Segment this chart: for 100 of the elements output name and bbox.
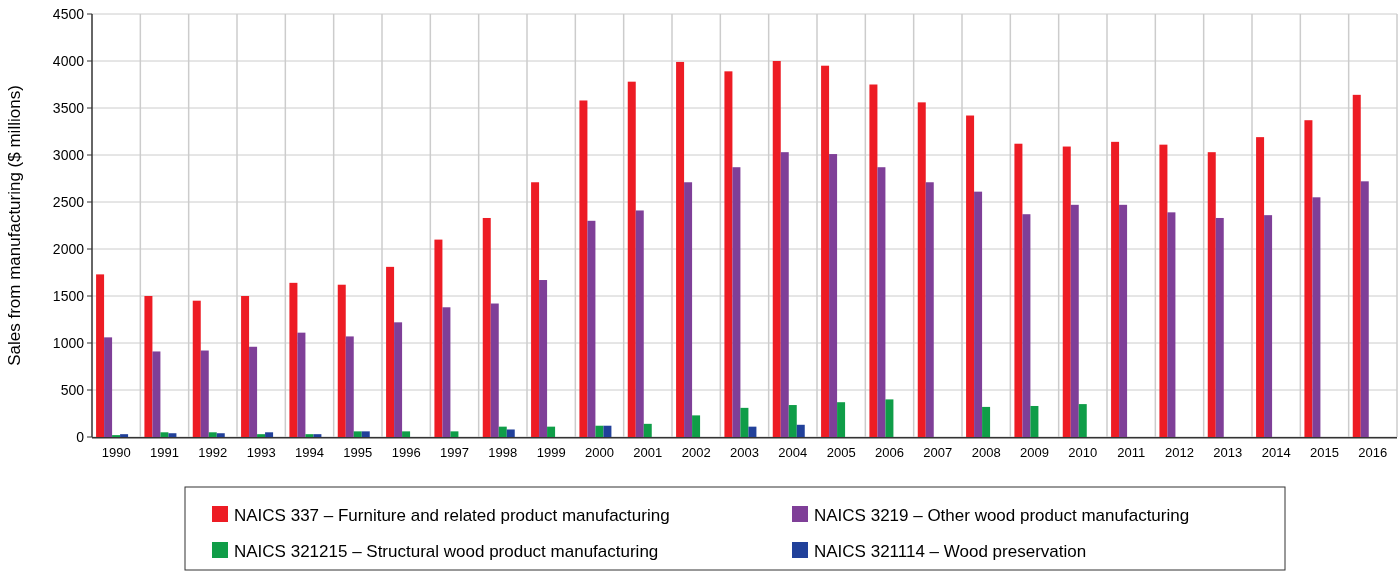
bar	[313, 434, 322, 437]
bar	[442, 307, 451, 437]
bar	[241, 296, 250, 437]
bar	[829, 154, 838, 437]
bar	[394, 322, 403, 437]
legend-label: NAICS 3219 – Other wood product manufacturing	[814, 505, 1190, 525]
bar	[1062, 146, 1071, 437]
bar	[627, 81, 636, 437]
x-tick-label: 2014	[1261, 445, 1291, 460]
y-tick-label: 2500	[52, 193, 85, 210]
x-tick-label: 2010	[1068, 445, 1098, 460]
bar	[450, 431, 459, 437]
bar	[1022, 214, 1031, 437]
bar	[1207, 152, 1216, 437]
bar	[772, 61, 781, 437]
x-tick-label: 2007	[923, 445, 953, 460]
bar	[748, 426, 757, 437]
bar	[345, 336, 354, 437]
bar	[208, 432, 217, 437]
bar	[353, 431, 362, 437]
bar	[249, 346, 258, 437]
y-tick-label: 1000	[52, 334, 85, 351]
x-tick-label: 1993	[246, 445, 276, 460]
bar	[257, 434, 266, 437]
x-tick-label: 1990	[101, 445, 131, 460]
bar	[216, 433, 225, 437]
legend-label: NAICS 337 – Furniture and related product manufacturing	[234, 505, 670, 525]
bar	[740, 407, 749, 437]
bar	[974, 191, 983, 437]
bar	[297, 332, 306, 437]
bar	[643, 423, 652, 437]
bar	[1111, 141, 1120, 437]
bar	[1070, 204, 1079, 437]
bar	[144, 296, 153, 437]
bar	[104, 337, 113, 437]
y-tick-label: 2000	[52, 240, 85, 257]
x-tick-label: 2016	[1358, 445, 1388, 460]
bar	[337, 284, 346, 437]
x-tick-label: 2004	[778, 445, 808, 460]
bar	[732, 167, 741, 437]
bar	[684, 182, 693, 437]
bar	[539, 280, 548, 437]
y-tick-label: 3500	[52, 99, 85, 116]
bar	[200, 350, 209, 437]
x-tick-label: 1999	[536, 445, 566, 460]
bar	[579, 100, 588, 437]
bar	[490, 303, 499, 437]
x-tick-label: 2013	[1213, 445, 1243, 460]
legend-label: NAICS 321114 – Wood preservation	[814, 541, 1087, 561]
bar	[402, 431, 411, 437]
x-tick-label: 2015	[1310, 445, 1339, 460]
x-tick-label: 2006	[875, 445, 904, 460]
bar	[796, 424, 805, 437]
bar	[96, 274, 105, 437]
x-tick-label: 2009	[1020, 445, 1049, 460]
x-tick-label: 1992	[198, 445, 228, 460]
bar	[160, 432, 169, 437]
bar	[595, 425, 604, 437]
y-axis-title: Sales from manufacturing ($ millions)	[5, 85, 24, 366]
bar	[635, 210, 644, 437]
x-tick-label: 1991	[150, 445, 179, 460]
bar	[692, 415, 701, 437]
y-tick-label: 4500	[52, 5, 85, 22]
y-tick-label: 500	[60, 381, 85, 398]
bar	[587, 220, 596, 437]
bar	[289, 282, 298, 437]
x-tick-label: 2008	[971, 445, 1001, 460]
bar	[1014, 143, 1023, 437]
x-tick-label: 2000	[585, 445, 614, 460]
y-tick-label: 3000	[52, 146, 85, 163]
bar	[925, 182, 934, 437]
y-tick-label: 0	[76, 428, 85, 445]
bar	[869, 84, 878, 437]
x-tick-label: 2011	[1117, 445, 1146, 460]
bar	[1352, 94, 1361, 437]
x-tick-label: 1994	[295, 445, 324, 460]
bar	[120, 434, 129, 437]
bar	[1304, 120, 1313, 437]
bar	[482, 217, 491, 437]
bar	[1159, 144, 1168, 437]
x-tick-label: 2003	[730, 445, 759, 460]
bar	[152, 351, 161, 437]
x-tick-label: 2005	[826, 445, 856, 460]
bar	[265, 432, 274, 437]
x-tick-label: 2001	[633, 445, 663, 460]
bar	[885, 399, 894, 437]
x-tick-label: 2012	[1165, 445, 1194, 460]
bar	[1030, 405, 1039, 437]
bar	[1078, 404, 1087, 437]
y-tick-label: 1500	[52, 287, 85, 304]
x-tick-label: 1995	[343, 445, 373, 460]
bar	[724, 71, 733, 437]
bar	[676, 61, 685, 437]
bar	[192, 300, 201, 437]
bar	[1312, 197, 1321, 437]
bar	[877, 167, 886, 437]
x-tick-label: 1998	[488, 445, 518, 460]
bar	[966, 115, 975, 437]
bar	[1215, 217, 1224, 437]
bar	[506, 429, 515, 437]
